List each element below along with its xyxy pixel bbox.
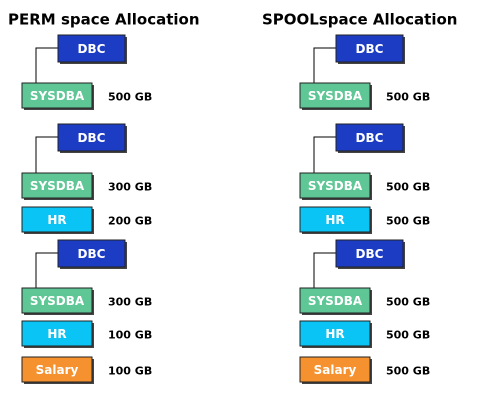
node-label: SYSDBA [308, 179, 363, 193]
node-box [21, 356, 93, 383]
node-label: HR [325, 213, 344, 227]
connector [35, 47, 58, 83]
connector [35, 252, 58, 288]
node-label: DBC [356, 131, 384, 145]
node-label: SYSDBA [30, 89, 85, 103]
node-label: DBC [356, 42, 384, 56]
node-label: SYSDBA [30, 294, 85, 308]
connector [313, 252, 336, 288]
connector [313, 47, 336, 83]
node-label: SYSDBA [308, 89, 363, 103]
node-box [21, 287, 93, 314]
node-box [21, 82, 93, 109]
node-size: 500 GB [108, 91, 152, 104]
node-box [57, 239, 126, 268]
node-size: 500 GB [386, 215, 430, 228]
node-size: 200 GB [108, 215, 152, 228]
node-label: SYSDBA [308, 294, 363, 308]
node-box [299, 206, 371, 233]
node-label: DBC [78, 131, 106, 145]
node-label: SYSDBA [30, 179, 85, 193]
node-box [21, 172, 93, 199]
node-label: Salary [314, 363, 357, 377]
node-size: 500 GB [386, 296, 430, 309]
node-box [299, 320, 371, 347]
node-size: 500 GB [386, 365, 430, 378]
node-box [335, 123, 404, 152]
node-box [299, 356, 371, 383]
node-box [299, 172, 371, 199]
node-label: DBC [78, 42, 106, 56]
node-box [335, 34, 404, 63]
node-size: 500 GB [386, 91, 430, 104]
column-title: SPOOLspace Allocation [262, 11, 457, 29]
node-box [335, 239, 404, 268]
node-size: 300 GB [108, 296, 152, 309]
node-label: HR [47, 327, 66, 341]
node-size: 100 GB [108, 329, 152, 342]
node-label: HR [325, 327, 344, 341]
node-box [21, 320, 93, 347]
column-title: PERM space Allocation [8, 11, 200, 29]
node-size: 500 GB [386, 329, 430, 342]
node-label: DBC [356, 247, 384, 261]
node-box [57, 123, 126, 152]
connector [35, 136, 58, 173]
node-box [21, 206, 93, 233]
node-size: 300 GB [108, 181, 152, 194]
node-label: Salary [36, 363, 79, 377]
node-size: 500 GB [386, 181, 430, 194]
node-size: 100 GB [108, 365, 152, 378]
node-box [299, 82, 371, 109]
connector [313, 136, 336, 173]
node-label: DBC [78, 247, 106, 261]
node-box [299, 287, 371, 314]
node-box [57, 34, 126, 63]
node-label: HR [47, 213, 66, 227]
